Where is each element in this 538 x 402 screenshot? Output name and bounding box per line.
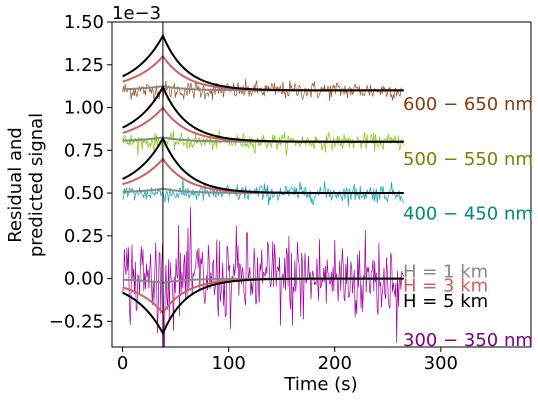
y-tick-label: 0.50: [64, 183, 104, 204]
x-tick-label: 0: [117, 353, 128, 374]
model-curve-line: [122, 277, 404, 336]
band-label: 600 − 650 nm: [403, 94, 533, 115]
y-offset-text: 1e−3: [112, 3, 161, 24]
x-tick-label: 300: [424, 353, 458, 374]
y-axis-label-line-1: Residual and: [5, 127, 26, 243]
y-tick-label: 1.50: [64, 12, 104, 33]
series-labels: 600 − 650 nm 500 − 550 nm 400 − 450 nm 300 …: [403, 94, 533, 351]
residual-series-line: [122, 177, 404, 207]
model-curve-line: [122, 136, 404, 195]
model-curve-line: [122, 33, 404, 92]
y-tick-label: 1.00: [64, 98, 104, 119]
y-tick-label: 0.75: [64, 140, 104, 161]
y-axis: −0.25 0.00 0.25 0.50 0.75 1.00 1.25 1.50: [49, 12, 112, 332]
x-tick-label: 100: [212, 353, 246, 374]
y-axis-label-line-2: predicted signal: [26, 113, 47, 257]
model-curve-line: [122, 84, 404, 143]
x-axis: 0 100 200 300: [117, 347, 458, 374]
model-label: H = 5 km: [403, 291, 488, 312]
x-tick-label: 200: [318, 353, 352, 374]
y-tick-label: 0.00: [64, 269, 104, 290]
model-label: H = 1 km: [403, 262, 488, 283]
residual-series-line: [122, 78, 404, 103]
x-axis-label: Time (s): [283, 374, 357, 395]
band-label: 300 − 350 nm: [403, 330, 533, 351]
model-label: H = 3 km: [403, 275, 488, 296]
plot-frame: [111, 21, 532, 348]
band-label: 500 − 550 nm: [403, 149, 533, 170]
plot-area: [122, 33, 404, 347]
band-label: 400 − 450 nm: [403, 204, 533, 225]
y-tick-label: 0.25: [64, 226, 104, 247]
y-tick-label: −0.25: [49, 311, 104, 332]
y-tick-label: 1.25: [64, 55, 104, 76]
